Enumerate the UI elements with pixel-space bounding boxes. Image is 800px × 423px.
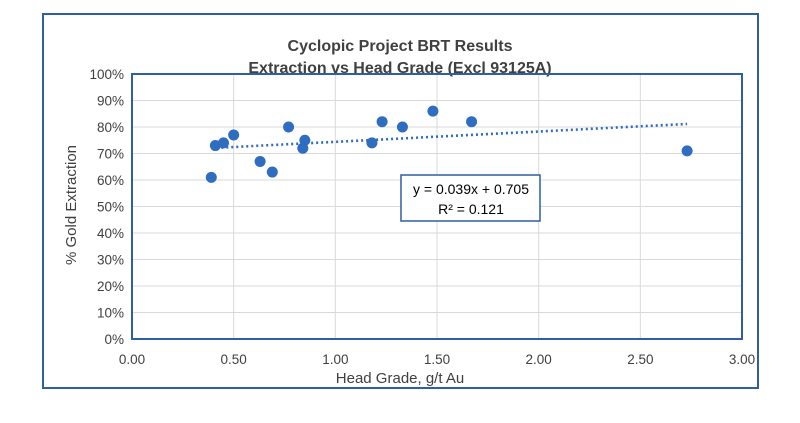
y-tick-label: 80% <box>97 120 124 135</box>
x-tick-label: 3.00 <box>729 352 755 367</box>
data-point <box>299 134 311 146</box>
y-tick-label: 40% <box>97 226 124 241</box>
data-point <box>427 105 439 117</box>
y-tick-label: 50% <box>97 200 124 215</box>
x-tick-label: 2.00 <box>526 352 552 367</box>
y-tick-label: 30% <box>97 253 124 268</box>
scatter-chart: Cyclopic Project BRT Results Extraction … <box>63 38 755 387</box>
y-tick-label: 10% <box>97 306 124 321</box>
data-point <box>266 166 278 178</box>
trendline-equation-box: y = 0.039x + 0.705 R² = 0.121 <box>400 174 541 222</box>
data-point <box>205 171 217 183</box>
y-axis-ticks: 0% 10% 20% 30% 40% 50% 60% 70% 80% 90% 100% <box>89 67 124 347</box>
chart-subtitle: Extraction vs Head Grade (Excl 93125A) <box>248 60 551 77</box>
data-points <box>205 105 693 183</box>
y-tick-label: 60% <box>97 173 124 188</box>
y-tick-label: 100% <box>89 67 124 82</box>
y-tick-label: 70% <box>97 147 124 162</box>
trendline-r-squared: R² = 0.121 <box>438 201 504 217</box>
y-tick-label: 20% <box>97 279 124 294</box>
data-point <box>376 116 388 128</box>
plot-area-border <box>131 73 743 340</box>
trendline <box>211 122 688 150</box>
y-tick-label: 0% <box>104 332 124 347</box>
trendline-equation: y = 0.039x + 0.705 <box>413 181 529 197</box>
x-axis-ticks: 0.00 0.50 1.00 1.50 2.00 2.50 3.00 <box>119 352 755 367</box>
data-point <box>366 137 378 149</box>
x-tick-label: 0.00 <box>119 352 145 367</box>
data-point <box>254 155 266 167</box>
x-tick-label: 1.00 <box>322 352 348 367</box>
x-tick-label: 2.50 <box>627 352 653 367</box>
data-point <box>218 137 229 149</box>
chart-title: Cyclopic Project BRT Results <box>288 38 513 55</box>
data-point <box>283 121 295 133</box>
x-axis-label: Head Grade, g/t Au <box>336 370 464 387</box>
y-axis-label: % Gold Extraction <box>63 145 80 265</box>
data-point <box>681 145 693 157</box>
data-point <box>396 121 408 133</box>
y-tick-label: 90% <box>97 94 124 109</box>
chart-frame: Cyclopic Project BRT Results Extraction … <box>42 13 759 389</box>
data-point <box>228 129 240 141</box>
x-tick-label: 1.50 <box>424 352 450 367</box>
x-tick-label: 0.50 <box>221 352 247 367</box>
data-point <box>466 116 478 128</box>
